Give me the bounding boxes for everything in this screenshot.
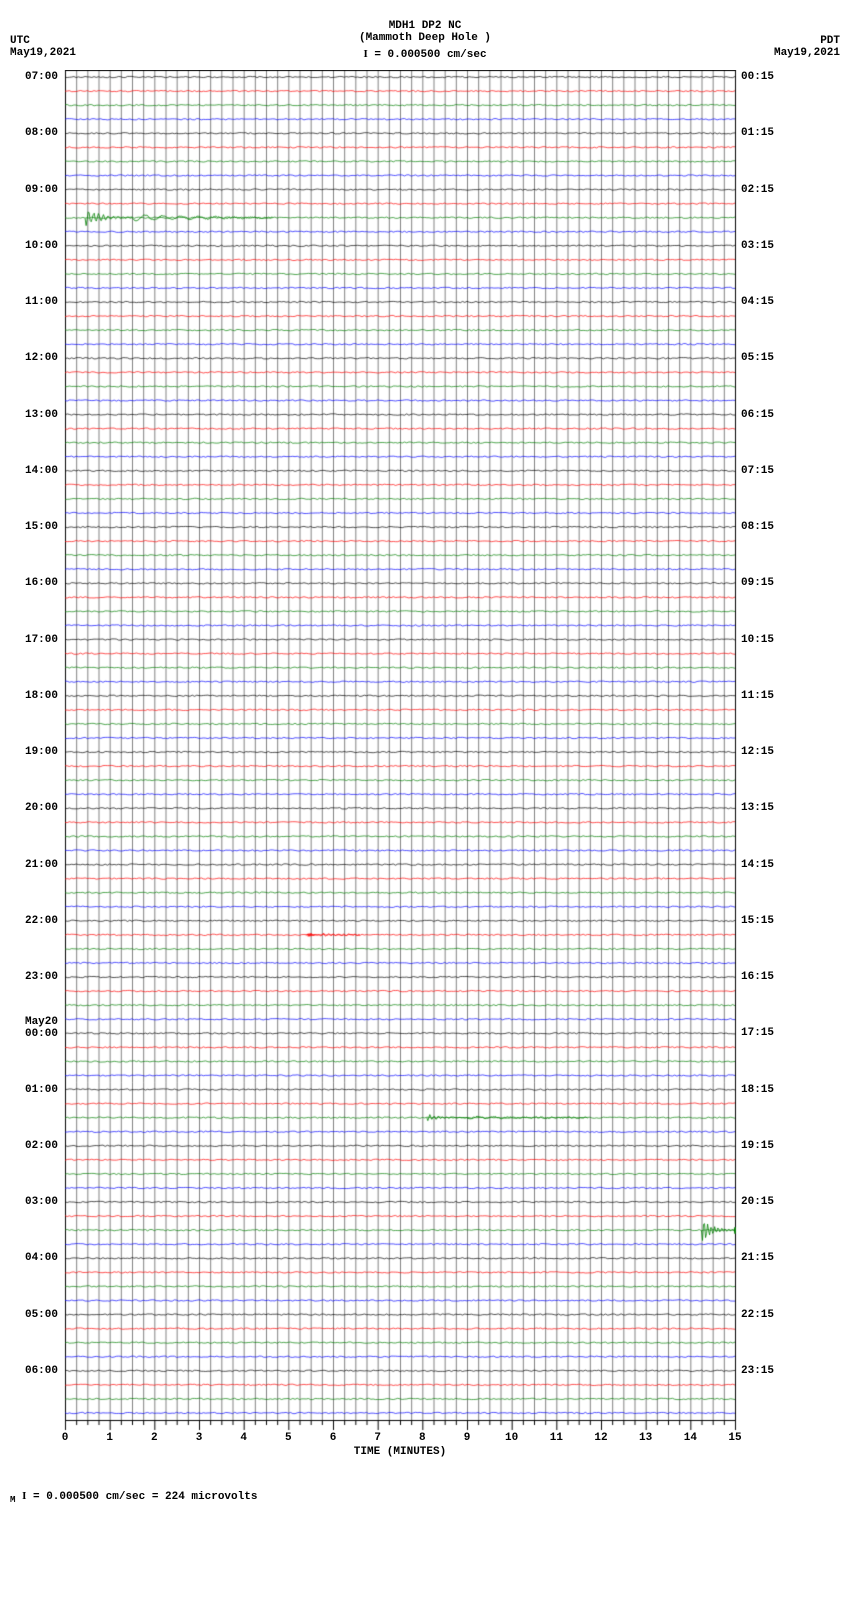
pdt-hour-label: 03:15 — [741, 240, 801, 252]
pdt-hour-label: 01:15 — [741, 127, 801, 139]
scale-annotation: I = 0.000500 cm/sec — [359, 48, 491, 61]
x-tick-label: 5 — [278, 1432, 298, 1444]
helicorder-plot: 07:00 08:00 09:00 10:00 11:00 12:00 13:00 14:00… — [10, 70, 840, 1480]
utc-hour-label: 23:00 — [10, 971, 58, 983]
utc-hour-label: 16:00 — [10, 577, 58, 589]
pdt-hour-label: 22:15 — [741, 1309, 801, 1321]
pdt-hour-label: 17:15 — [741, 1027, 801, 1039]
utc-hour-label: 22:00 — [10, 915, 58, 927]
pdt-hour-label: 00:15 — [741, 71, 801, 83]
pdt-hour-label: 02:15 — [741, 184, 801, 196]
utc-hour-label: 09:00 — [10, 184, 58, 196]
x-tick-label: 3 — [189, 1432, 209, 1444]
utc-hour-label: 20:00 — [10, 802, 58, 814]
x-tick-label: 14 — [680, 1432, 700, 1444]
utc-hour-label: 05:00 — [10, 1309, 58, 1321]
footer: M I = 0.000500 cm/sec = 224 microvolts — [10, 1490, 840, 1505]
pdt-hour-label: 06:15 — [741, 409, 801, 421]
pdt-hour-label: 19:15 — [741, 1140, 801, 1152]
header: UTC May19,2021 MDH1 DP2 NC (Mammoth Deep… — [10, 10, 840, 70]
utc-hour-label: 11:00 — [10, 296, 58, 308]
x-tick-label: 9 — [457, 1432, 477, 1444]
x-tick-label: 2 — [144, 1432, 164, 1444]
pdt-hour-label: 11:15 — [741, 690, 801, 702]
pdt-label: PDT — [774, 35, 840, 47]
pdt-hour-label: 05:15 — [741, 352, 801, 364]
utc-hour-label: 18:00 — [10, 690, 58, 702]
utc-hour-label: 02:00 — [10, 1140, 58, 1152]
pdt-hour-label: 04:15 — [741, 296, 801, 308]
utc-label: UTC — [10, 35, 76, 47]
x-tick-label: 0 — [55, 1432, 75, 1444]
pdt-hour-label: 12:15 — [741, 746, 801, 758]
x-tick-label: 7 — [368, 1432, 388, 1444]
pdt-date: May19,2021 — [774, 47, 840, 59]
utc-hour-label: 19:00 — [10, 746, 58, 758]
x-tick-label: 12 — [591, 1432, 611, 1444]
pdt-hour-label: 21:15 — [741, 1252, 801, 1264]
x-tick-label: 11 — [546, 1432, 566, 1444]
utc-hour-label: 17:00 — [10, 634, 58, 646]
pdt-hour-label: 15:15 — [741, 915, 801, 927]
x-tick-label: 6 — [323, 1432, 343, 1444]
pdt-hour-label: 18:15 — [741, 1084, 801, 1096]
utc-hour-label: 06:00 — [10, 1365, 58, 1377]
pdt-hour-label: 09:15 — [741, 577, 801, 589]
utc-hour-label: 13:00 — [10, 409, 58, 421]
pdt-hour-label: 20:15 — [741, 1196, 801, 1208]
container: UTC May19,2021 MDH1 DP2 NC (Mammoth Deep… — [10, 10, 840, 1505]
header-left: UTC May19,2021 — [10, 35, 76, 59]
pdt-hour-label: 08:15 — [741, 521, 801, 533]
scale-bar-icon: I — [363, 48, 367, 60]
utc-hour-label: 10:00 — [10, 240, 58, 252]
utc-hour-label: 08:00 — [10, 127, 58, 139]
max-marker: M — [10, 1494, 16, 1505]
utc-hour-label: 07:00 — [10, 71, 58, 83]
x-axis-title: TIME (MINUTES) — [354, 1446, 446, 1458]
header-right: PDT May19,2021 — [774, 35, 840, 59]
utc-hour-label: 12:00 — [10, 352, 58, 364]
x-tick-label: 13 — [636, 1432, 656, 1444]
utc-hour-label: 15:00 — [10, 521, 58, 533]
station-name: (Mammoth Deep Hole ) — [359, 32, 491, 44]
x-tick-label: 15 — [725, 1432, 745, 1444]
x-tick-label: 1 — [100, 1432, 120, 1444]
scale-bar-icon: I — [22, 1490, 26, 1502]
utc-hour-label: 14:00 — [10, 465, 58, 477]
header-center: MDH1 DP2 NC (Mammoth Deep Hole ) I = 0.0… — [359, 20, 491, 61]
utc-hour-label: 01:00 — [10, 1084, 58, 1096]
station-id: MDH1 DP2 NC — [359, 20, 491, 32]
pdt-hour-label: 23:15 — [741, 1365, 801, 1377]
utc-hour-label: 04:00 — [10, 1252, 58, 1264]
pdt-hour-label: 07:15 — [741, 465, 801, 477]
pdt-hour-label: 10:15 — [741, 634, 801, 646]
utc-hour-label: 03:00 — [10, 1196, 58, 1208]
pdt-hour-label: 14:15 — [741, 859, 801, 871]
x-tick-label: 10 — [502, 1432, 522, 1444]
pdt-hour-label: 13:15 — [741, 802, 801, 814]
utc-hour-label: May2000:00 — [10, 1016, 58, 1040]
helicorder-canvas — [10, 70, 840, 1480]
x-tick-label: 4 — [234, 1432, 254, 1444]
x-tick-label: 8 — [412, 1432, 432, 1444]
scale-text: = 0.000500 cm/sec — [374, 49, 486, 61]
pdt-hour-label: 16:15 — [741, 971, 801, 983]
utc-date: May19,2021 — [10, 47, 76, 59]
utc-hour-label: 21:00 — [10, 859, 58, 871]
footer-text: = 0.000500 cm/sec = 224 microvolts — [33, 1491, 257, 1503]
